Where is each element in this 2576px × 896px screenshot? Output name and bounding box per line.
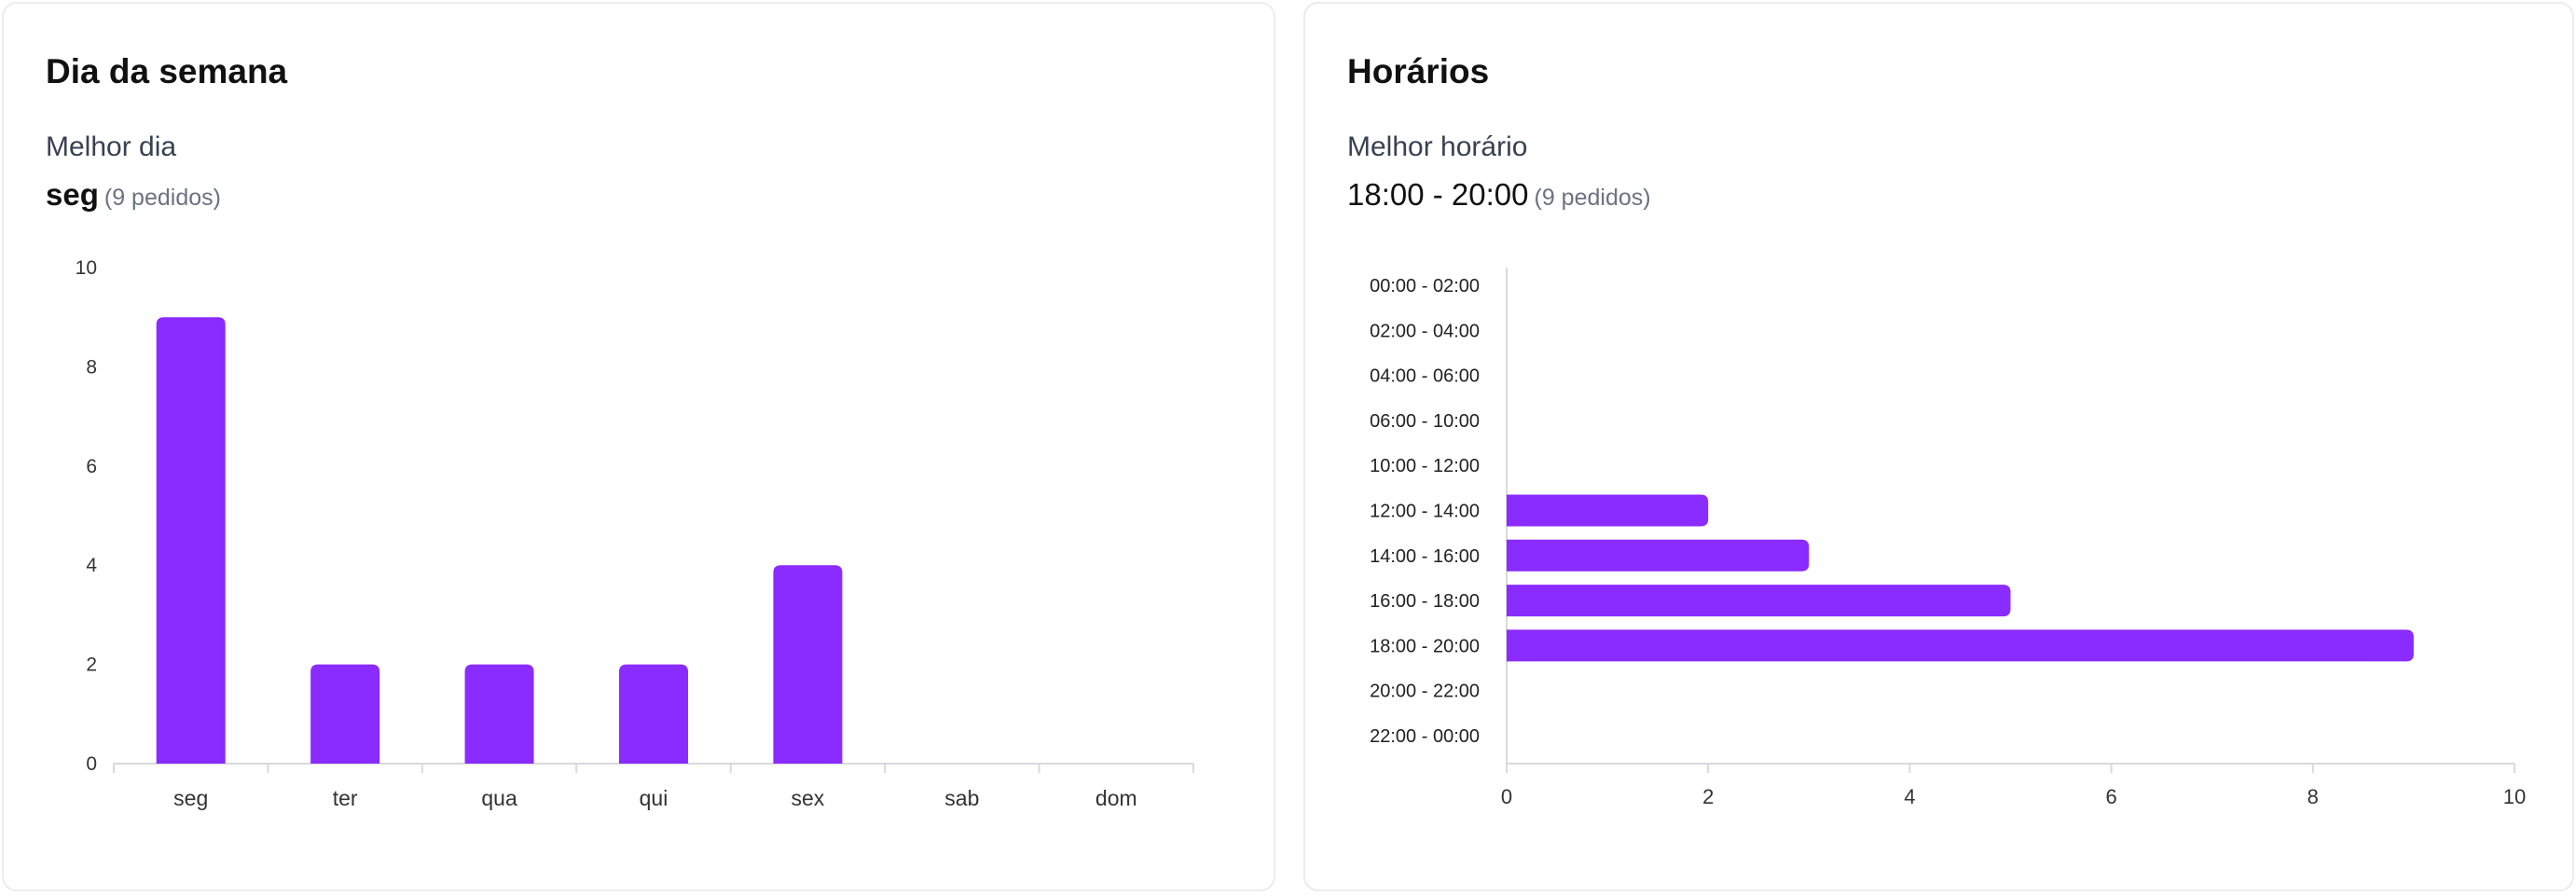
- y-tick-label: 8: [86, 356, 97, 378]
- y-category-label: 20:00 - 22:00: [1370, 682, 1480, 702]
- x-tick-label: 8: [2307, 785, 2319, 808]
- y-category-label: 18:00 - 20:00: [1370, 636, 1480, 656]
- bar-ter: [310, 664, 380, 764]
- x-tick-label: qui: [640, 786, 668, 810]
- x-tick-label: seg: [173, 786, 208, 810]
- x-tick-label: sex: [792, 786, 825, 810]
- best-day-label: Melhor dia: [46, 131, 177, 162]
- best-day-value: seg: [46, 177, 99, 212]
- x-tick-label: 2: [1702, 785, 1714, 808]
- x-tick-label: qua: [481, 786, 517, 810]
- bar-sex: [773, 565, 843, 764]
- weekday-card: Dia da semana Melhor dia seg (9 pedidos) …: [2, 2, 1275, 891]
- bar-14001600: [1507, 539, 1810, 572]
- best-hour-value: 18:00 - 20:00: [1347, 177, 1529, 212]
- hours-card-title: Horários: [1347, 52, 1490, 90]
- x-tick-label: sab: [944, 786, 979, 810]
- y-tick-label: 10: [76, 257, 97, 279]
- y-category-label: 06:00 - 10:00: [1370, 411, 1480, 432]
- y-tick-label: 6: [86, 456, 97, 477]
- bar-12001400: [1507, 494, 1709, 527]
- bar-qua: [464, 664, 534, 764]
- hours-bar-chart: 00:00 - 02:00 02:00 - 04:00 04:00 - 06:00 0…: [1370, 268, 2526, 808]
- x-tick-label: 0: [1501, 785, 1512, 808]
- y-tick-label: 2: [86, 655, 97, 676]
- weekday-card-title: Dia da semana: [46, 52, 288, 90]
- bar-qui: [619, 664, 688, 764]
- best-day-count: (9 pedidos): [103, 185, 221, 211]
- weekday-bar-chart: 0 2 4 6 8 10 seg ter qua qui sex sab dom: [76, 257, 1194, 810]
- x-tick-label: 10: [2503, 785, 2526, 808]
- best-hour-count: (9 pedidos): [1534, 185, 1651, 211]
- y-category-label: 10:00 - 12:00: [1370, 456, 1480, 476]
- best-hour-label: Melhor horário: [1347, 131, 1528, 162]
- bar-seg: [156, 317, 226, 764]
- bar-16001800: [1507, 585, 2011, 617]
- y-category-label: 12:00 - 14:00: [1370, 502, 1480, 522]
- best-hour-line: 18:00 - 20:00 (9 pedidos): [1347, 177, 1651, 213]
- y-category-label: 22:00 - 00:00: [1370, 726, 1480, 747]
- y-category-label: 16:00 - 18:00: [1370, 591, 1480, 612]
- y-category-label: 04:00 - 06:00: [1370, 366, 1480, 387]
- best-day-line: seg (9 pedidos): [46, 177, 221, 213]
- hours-card: Horários Melhor horário 18:00 - 20:00 (9 …: [1303, 2, 2574, 891]
- x-tick-label: 4: [1904, 785, 1915, 808]
- y-tick-label: 0: [86, 753, 97, 775]
- bar-18002000: [1507, 629, 2414, 662]
- x-tick-label: dom: [1095, 786, 1137, 810]
- y-category-label: 00:00 - 02:00: [1370, 276, 1480, 296]
- x-tick-label: 6: [2105, 785, 2116, 808]
- x-tick-label: ter: [333, 786, 358, 810]
- y-tick-label: 4: [86, 555, 97, 576]
- y-category-label: 14:00 - 16:00: [1370, 546, 1480, 567]
- y-category-label: 02:00 - 04:00: [1370, 321, 1480, 341]
